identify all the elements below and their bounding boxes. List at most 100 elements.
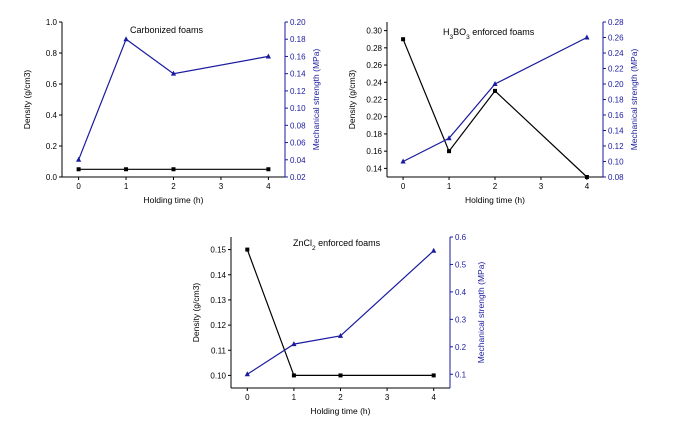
left-tick-label: 0.6: [46, 80, 58, 89]
right-tick-label: 0.18: [608, 96, 624, 105]
right-tick-label: 0.10: [290, 104, 306, 113]
x-tick-label: 0: [245, 393, 250, 402]
left-tick-label: 0.24: [366, 78, 382, 87]
right-tick-label: 0.14: [608, 127, 624, 136]
left-tick-label: 0.20: [366, 113, 382, 122]
chart-title: ZnCl2 enforced foams: [293, 238, 381, 252]
left-y-axis-label: Density (g/cm3): [347, 70, 357, 130]
strength-point: [431, 247, 437, 253]
density-point: [447, 149, 452, 154]
left-tick-label: 0.0: [46, 173, 58, 182]
strength-series-line: [78, 38, 269, 161]
right-y-axis-label: Mechanical strength (MPa): [629, 49, 639, 151]
right-tick-label: 0.12: [608, 142, 624, 151]
x-axis-label: Holding time (h): [144, 195, 204, 205]
right-tick-label: 0.06: [290, 139, 306, 148]
strength-point: [170, 70, 177, 76]
right-tick-label: 0.26: [608, 34, 624, 43]
right-tick-label: 0.10: [608, 158, 624, 167]
right-tick-label: 0.02: [290, 173, 306, 182]
right-tick-label: 0.16: [608, 111, 624, 120]
strength-point: [400, 158, 406, 164]
x-axis-label: Holding time (h): [465, 195, 525, 205]
density-point: [76, 167, 81, 172]
x-tick-label: 3: [219, 182, 224, 191]
density-point: [338, 373, 343, 378]
x-tick-label: 1: [447, 182, 452, 191]
x-tick-label: 4: [431, 393, 436, 402]
density-point: [266, 167, 271, 172]
strength-series-line: [402, 36, 588, 163]
left-tick-label: 0.4: [46, 111, 58, 120]
left-y-axis-label: Density (g/cm3): [191, 283, 201, 343]
density-point: [245, 247, 250, 252]
x-tick-label: 0: [76, 182, 81, 191]
density-point: [493, 88, 497, 93]
strength-point: [265, 53, 271, 59]
strength-point: [123, 36, 129, 42]
x-tick-label: 3: [385, 393, 390, 402]
strength-point: [446, 135, 452, 141]
right-y-axis-label: Mechanical strength (MPa): [476, 262, 486, 364]
x-tick-label: 2: [338, 393, 343, 402]
chart-panel-2: 0 1 2 3 4 0.14 0.16 0.18 0.20 0.22 0.24 0.26 0.28 0.3…: [347, 18, 639, 205]
density-point: [124, 167, 129, 172]
x-tick-label: 1: [292, 393, 297, 402]
left-tick-label: 0.22: [366, 96, 382, 105]
left-tick-label: 0.8: [46, 49, 58, 58]
strength-point: [584, 34, 590, 40]
right-tick-label: 0.2: [455, 343, 467, 352]
left-tick-label: 0.26: [366, 61, 382, 70]
right-tick-label: 0.5: [455, 260, 467, 269]
x-tick-label: 2: [171, 182, 176, 191]
density-point: [171, 167, 176, 172]
right-tick-label: 0.14: [290, 70, 306, 79]
right-tick-label: 0.08: [608, 173, 624, 182]
left-tick-label: 0.14: [210, 271, 226, 280]
left-y-axis-label: Density (g/cm3): [22, 70, 32, 130]
left-tick-label: 0.30: [366, 27, 382, 36]
left-tick-label: 0.16: [366, 147, 382, 156]
right-tick-label: 0.20: [608, 80, 624, 89]
density-point: [584, 175, 589, 179]
strength-point: [492, 81, 498, 86]
right-tick-label: 0.12: [290, 87, 306, 96]
left-tick-label: 0.18: [366, 130, 382, 139]
right-tick-label: 0.24: [608, 49, 624, 58]
right-tick-label: 0.28: [608, 18, 624, 27]
density-series-line: [402, 38, 588, 178]
right-tick-label: 0.18: [290, 35, 306, 44]
strength-point: [244, 371, 250, 377]
chart-title: H3BO3 enforced foams: [443, 27, 535, 41]
left-tick-label: 0.11: [211, 346, 227, 355]
strength-point: [76, 156, 82, 162]
x-tick-label: 3: [539, 182, 544, 191]
right-tick-label: 0.08: [290, 121, 306, 130]
right-y-axis-label: Mechanical strength (MPa): [311, 49, 321, 151]
left-tick-label: 0.14: [366, 164, 382, 173]
density-series-line: [246, 249, 434, 376]
right-tick-label: 0.3: [455, 315, 467, 324]
right-tick-label: 0.1: [455, 370, 467, 379]
density-point: [401, 37, 406, 42]
x-tick-label: 4: [585, 182, 590, 191]
right-tick-label: 0.6: [455, 233, 467, 242]
strength-point: [337, 332, 344, 338]
right-tick-label: 0.16: [290, 52, 306, 61]
chart-panel-3: 0 1 2 3 4 0.10 0.11 0.12 0.13 0.14 0.15 0.1 0.2 0.3 0.…: [191, 233, 486, 416]
right-tick-label: 0.4: [455, 288, 467, 297]
left-tick-label: 0.12: [210, 321, 226, 330]
density-point: [431, 373, 436, 378]
x-tick-label: 1: [124, 182, 129, 191]
left-tick-label: 0.13: [210, 296, 226, 305]
left-tick-label: 0.10: [210, 371, 226, 380]
density-point: [291, 373, 296, 378]
x-tick-label: 4: [266, 182, 271, 191]
right-tick-label: 0.04: [290, 156, 306, 165]
right-tick-label: 0.20: [290, 18, 306, 27]
chart-title: Carbonized foams: [130, 25, 204, 35]
left-tick-label: 0.15: [210, 246, 226, 255]
x-tick-label: 0: [401, 182, 406, 191]
x-axis-label: Holding time (h): [311, 406, 371, 416]
